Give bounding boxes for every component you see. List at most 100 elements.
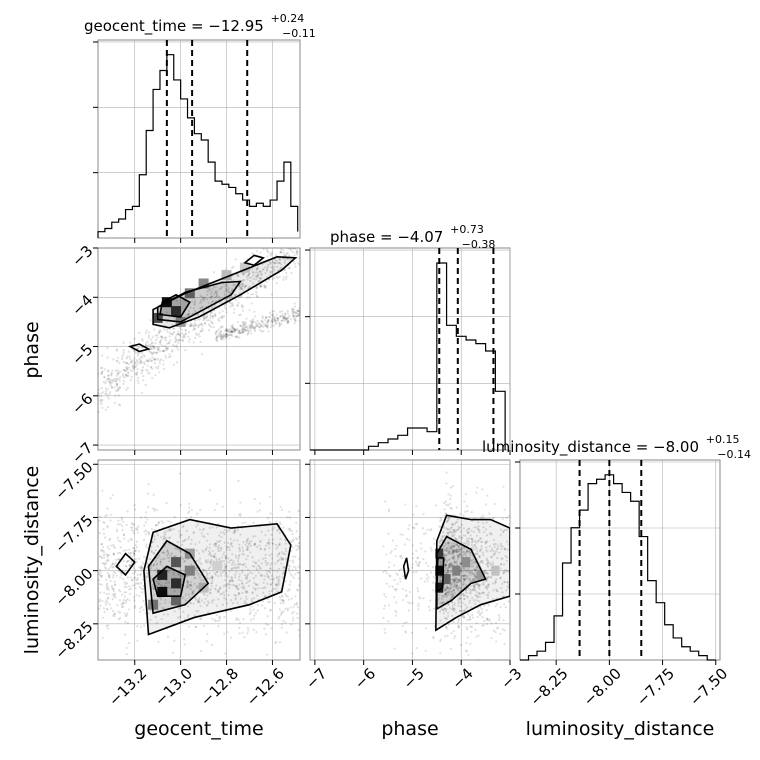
scatter-point [457,545,460,548]
density-cell [221,270,232,281]
scatter-point [153,362,156,365]
scatter-point [447,623,450,626]
scatter-point [190,324,193,328]
scatter-point [490,637,493,640]
scatter-point [460,548,464,551]
scatter-point [106,624,110,627]
scatter-point [228,330,232,333]
scatter-point [167,552,170,555]
scatter-point [473,585,476,588]
scatter-point [164,354,167,357]
scatter-point [215,545,218,548]
scatter-point [492,543,496,546]
scatter-point [297,542,300,545]
scatter-point [117,394,121,397]
scatter-point [465,641,468,645]
scatter-point [139,610,142,614]
scatter-point [417,602,420,606]
density-cell [198,278,209,289]
scatter-point [225,602,229,605]
scatter-point [128,592,132,596]
scatter-point [165,536,168,540]
scatter-point [485,557,488,560]
scatter-point [296,612,299,615]
scatter-point [159,330,162,333]
y-tick-label: −7.50 [51,458,96,503]
scatter-point [455,560,458,563]
scatter-point [255,293,258,296]
scatter-point [215,294,218,298]
scatter-point [135,593,138,597]
scatter-point [274,562,277,565]
scatter-point [219,287,222,290]
scatter-point [113,615,116,618]
scatter-point [459,597,462,600]
scatter-point [123,612,127,615]
scatter-point [100,373,103,376]
scatter-point [458,580,461,583]
scatter-point [266,255,269,258]
scatter-point [280,599,284,602]
scatter-point [225,284,229,287]
scatter-point [446,587,450,590]
scatter-point [454,521,457,524]
scatter-point [259,547,263,550]
scatter-point [211,300,214,303]
scatter-point [235,556,238,559]
scatter-point [125,362,129,365]
density-cell [442,574,451,585]
scatter-point [233,530,236,533]
scatter-point [288,588,291,592]
scatter-point [468,551,471,554]
scatter-point [103,562,106,565]
scatter-point [458,535,461,538]
scatter-point [387,532,390,535]
scatter-point [306,311,308,313]
x-tick-label: −13.2 [105,664,150,709]
scatter-point [144,516,147,519]
scatter-point [210,325,213,329]
scatter-point [210,576,213,579]
scatter-point [216,570,219,574]
scatter-point [263,286,266,289]
scatter-point [452,556,455,559]
scatter-point [505,589,508,592]
scatter-point [217,534,221,537]
scatter-point [188,340,191,343]
scatter-point [427,605,431,608]
scatter-point [156,357,160,361]
scatter-point [275,254,278,257]
scatter-point [303,309,305,311]
scatter-point [490,555,493,558]
scatter-point [134,549,137,552]
scatter-point [280,626,284,629]
scatter-point [231,325,234,329]
scatter-point [404,503,407,506]
scatter-point [210,643,213,647]
scatter-point [227,583,231,586]
scatter-point [224,574,227,578]
scatter-point [156,334,159,337]
scatter-point [462,597,465,601]
scatter-point [440,595,444,598]
scatter-point [179,549,182,552]
scatter-point [398,568,401,572]
scatter-point [287,320,290,323]
scatter-point [270,323,273,326]
scatter-point [113,583,117,586]
scatter-point [106,545,109,549]
scatter-point [202,299,206,302]
scatter-point [146,364,149,367]
scatter-point [159,335,163,338]
scatter-point [502,571,505,574]
scatter-point [156,348,159,351]
scatter-point [100,387,103,390]
scatter-point [494,550,498,553]
scatter-point [511,578,513,580]
scatter-point [226,329,229,333]
scatter-point [136,625,139,628]
scatter-point [211,581,214,585]
scatter-point [112,573,115,577]
scatter-point [445,572,448,575]
scatter-point [102,391,105,394]
